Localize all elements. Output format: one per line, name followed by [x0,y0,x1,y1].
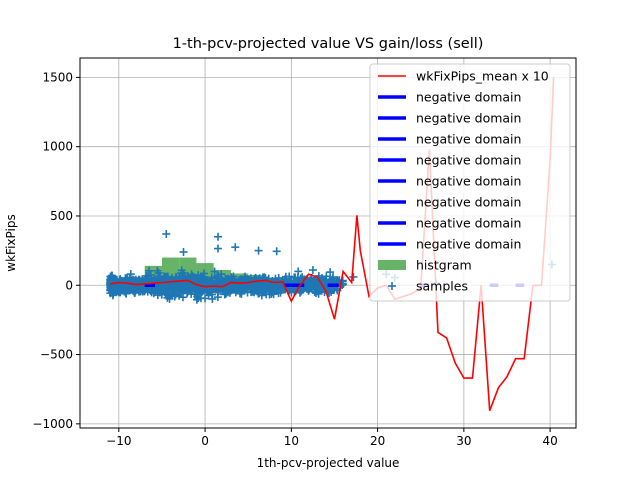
sample-point [143,287,152,296]
sample-point [310,287,319,296]
y-axis-label: wkFixPips [4,214,18,271]
sample-point [120,280,129,289]
x-tick-label: 10 [284,434,299,448]
sample-point [214,244,223,253]
legend-label: negative domain [416,90,521,105]
sample-point [274,273,283,282]
sample-point [281,276,290,285]
y-tick-label: 0 [65,278,73,292]
sample-point [349,272,358,281]
sample-point [123,281,132,290]
sample-point [295,288,304,297]
y-tick-label: −1000 [32,417,73,431]
sample-point [272,247,281,256]
sample-point [139,286,148,295]
sample-point [210,267,219,276]
legend-entry: negative domain [378,237,521,252]
sample-point [170,282,179,291]
sample-point [206,287,215,296]
sample-point [308,266,317,275]
x-tick-label: 20 [370,434,385,448]
y-tick-label: 500 [50,209,73,223]
sample-point [243,285,252,294]
legend-label: negative domain [416,153,521,168]
sample-point [259,287,268,296]
sample-point [214,232,223,241]
sample-point [217,270,226,279]
y-tick-label: −500 [40,348,73,362]
sample-point [174,275,183,284]
sample-point [315,286,324,295]
legend-label: samples [416,279,468,294]
sample-point [294,267,303,276]
sample-point [189,282,198,291]
sample-point [139,278,148,287]
legend-entry: negative domain [378,216,521,231]
mean-line [110,77,555,411]
sample-point [179,248,188,257]
sample-point [199,269,208,278]
legend-label: negative domain [416,132,521,147]
chart-title: 1-th-pcv-projected value VS gain/loss (s… [173,36,484,52]
legend-box [369,63,571,302]
sample-point [220,290,229,299]
legend-label: histgram [416,258,472,273]
sample-point [162,229,171,238]
sample-point [231,243,240,252]
legend-label: negative domain [416,195,521,210]
sample-point [178,293,187,302]
x-tick-label: 0 [201,434,209,448]
legend-entry: histgram [378,258,472,273]
sample-point [212,277,221,286]
sample-point [183,289,192,298]
sample-point [168,291,177,300]
legend-label: negative domain [416,111,521,126]
sample-point [153,266,162,275]
legend-entry: samples [388,279,468,294]
legend-entry: negative domain [378,90,521,105]
sample-point [254,282,263,291]
sample-point [326,268,335,277]
x-tick-label: 40 [542,434,557,448]
plot-area [106,77,556,411]
sample-point [201,294,210,303]
sample-point [145,266,154,275]
axis-ticks: −10 0 10 20 30 40 −1000 −500 0 500 1000 1500 [32,70,557,448]
x-tick-label: −10 [106,434,131,448]
sample-point [152,285,161,294]
sample-point [117,286,126,295]
legend-label: negative domain [416,174,521,189]
sample-point [254,289,263,298]
legend-entry: negative domain [378,111,521,126]
legend-entry: negative domain [378,132,521,147]
legend-label: negative domain [416,237,521,252]
y-tick-label: 1000 [42,140,73,154]
sample-point [162,272,171,281]
sample-point [254,246,263,255]
sample-point [222,288,231,297]
x-axis-label: 1th-pcv-projected value [257,456,400,470]
legend: wkFixPips_mean x 10 negative domain negati… [369,63,571,302]
sample-point [126,270,135,279]
legend-label: wkFixPips_mean x 10 [416,69,549,84]
legend-entry: negative domain [378,174,521,189]
legend-entry: negative domain [378,153,521,168]
legend-label: negative domain [416,216,521,231]
sample-point [164,290,173,299]
y-tick-label: 1500 [42,70,73,84]
sample-point [274,281,283,290]
sample-point [131,286,140,295]
sample-point [198,278,207,287]
legend-entry: wkFixPips_mean x 10 [378,69,549,84]
legend-swatch [378,260,406,270]
x-tick-label: 30 [456,434,471,448]
sample-point [208,294,217,303]
legend-entry: negative domain [378,195,521,210]
plot-frame [79,57,577,429]
legend-swatch [388,282,396,290]
sample-point [214,287,223,296]
